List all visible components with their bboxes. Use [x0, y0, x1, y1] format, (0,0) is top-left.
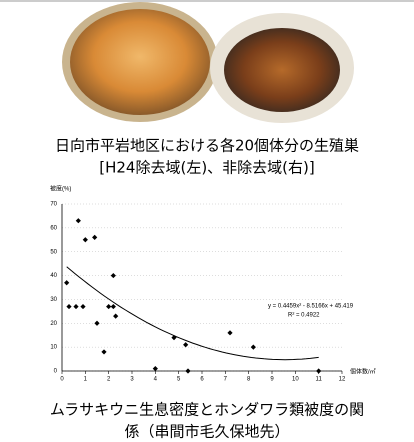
point [75, 218, 81, 224]
point [250, 344, 256, 350]
photo-caption: [H24除去域(左)、非除去域(右)] [99, 159, 314, 177]
point [73, 303, 79, 310]
x-axis-label: 個体数/㎡ [350, 368, 376, 376]
point [66, 303, 72, 310]
y-tick-label: 70 [50, 202, 57, 208]
point [185, 368, 191, 374]
x-tick-label: 1 [84, 377, 88, 383]
y-tick-label: 60 [50, 225, 57, 231]
x-tick-label: 3 [130, 377, 134, 383]
point [92, 234, 98, 240]
gonads-right [224, 28, 340, 112]
point [82, 237, 88, 243]
point [64, 280, 70, 286]
x-tick-label: 8 [247, 377, 251, 383]
point [316, 368, 322, 374]
point [110, 272, 116, 279]
y-tick-label: 30 [50, 297, 57, 303]
x-tick-label: 0 [60, 377, 64, 383]
x-tick-label: 7 [224, 377, 228, 383]
point [106, 303, 112, 310]
chart-caption: 係（串間市毛久保地先） [124, 423, 289, 441]
r-squared: R² = 0.4922 [288, 313, 320, 319]
x-tick-label: 9 [270, 377, 274, 383]
point [80, 303, 86, 310]
y-tick-label: 20 [50, 321, 57, 327]
point [183, 342, 189, 348]
point [152, 366, 158, 372]
equation: y = 0.4459x² - 8.5166x + 45.419 [268, 304, 354, 310]
y-axis-label: 被度(%) [50, 185, 71, 193]
y-tick-label: 50 [50, 249, 57, 255]
point [171, 335, 177, 341]
point [101, 349, 107, 355]
x-tick-label: 10 [292, 377, 299, 383]
x-tick-label: 12 [339, 377, 346, 383]
x-tick-label: 11 [316, 377, 323, 383]
x-tick-label: 4 [154, 377, 158, 383]
point [110, 303, 116, 310]
x-tick-label: 5 [177, 377, 181, 383]
gonads-left [70, 9, 210, 115]
x-tick-label: 6 [200, 377, 204, 383]
point [113, 313, 119, 319]
photo-caption: 日向市平岩地区における各20個体分の生殖巣 [55, 137, 359, 155]
point [94, 320, 100, 326]
point [227, 330, 233, 336]
y-tick-label: 40 [50, 273, 57, 279]
photo [62, 2, 354, 123]
x-tick-label: 2 [107, 377, 111, 383]
trend-line [66, 266, 319, 361]
y-tick-label: 0 [54, 369, 58, 375]
y-tick-label: 10 [50, 345, 57, 351]
chart-caption: ムラサキウニ生息密度とホンダワラ類被度の関 [50, 401, 364, 419]
